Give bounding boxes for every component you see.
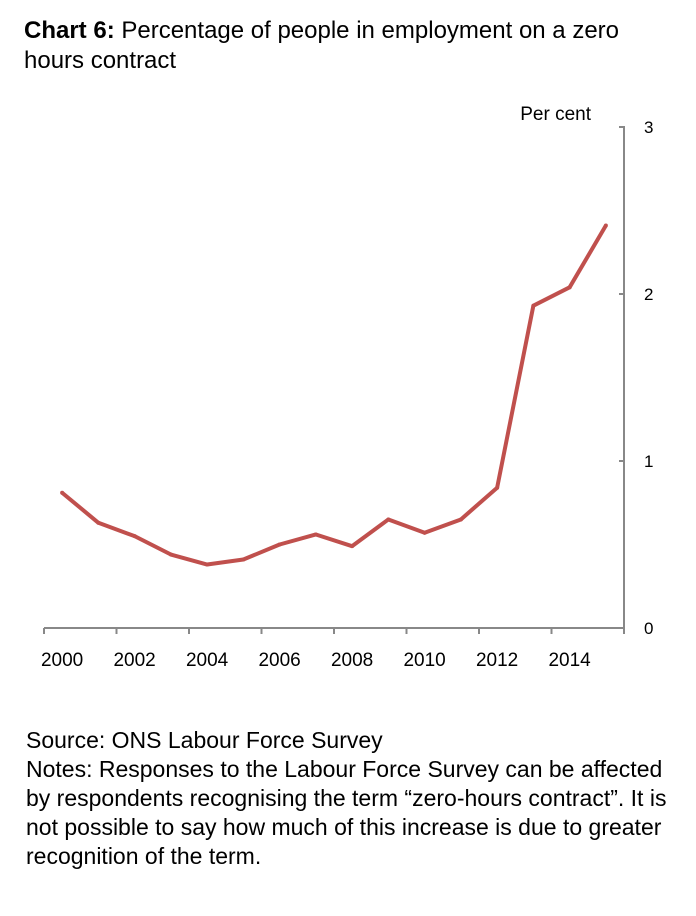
x-tick-label: 2000 bbox=[41, 650, 83, 671]
x-tick-label: 2014 bbox=[548, 650, 591, 671]
source-text: Source: ONS Labour Force Survey bbox=[26, 727, 383, 753]
x-tick-label: 2004 bbox=[186, 650, 229, 671]
y-tick-label: 0 bbox=[644, 619, 653, 638]
data-point bbox=[96, 520, 101, 525]
data-point bbox=[495, 485, 500, 490]
x-tick-label: 2002 bbox=[113, 650, 155, 671]
chart-title-text: Percentage of people in employment on a … bbox=[24, 17, 620, 74]
data-point bbox=[60, 490, 65, 495]
data-point bbox=[603, 223, 608, 228]
chart-number: Chart 6: bbox=[24, 17, 115, 44]
data-point bbox=[531, 303, 536, 308]
data-point bbox=[277, 542, 282, 547]
chart-title: Chart 6: Percentage of people in employm… bbox=[24, 16, 664, 76]
data-point bbox=[567, 285, 572, 290]
chart-notes: Source: ONS Labour Force Survey Notes: R… bbox=[26, 726, 676, 871]
data-point bbox=[350, 544, 355, 549]
data-point bbox=[313, 532, 318, 537]
data-point bbox=[386, 517, 391, 522]
x-tick-label: 2008 bbox=[331, 650, 373, 671]
y-axis-label: Per cent bbox=[520, 104, 591, 125]
x-tick-label: 2010 bbox=[403, 650, 445, 671]
x-tick-label: 2006 bbox=[258, 650, 300, 671]
data-point bbox=[241, 557, 246, 562]
data-point bbox=[422, 530, 427, 535]
x-tick-label: 2012 bbox=[476, 650, 518, 671]
y-tick-label: 2 bbox=[644, 285, 653, 304]
notes-text: Notes: Responses to the Labour Force Sur… bbox=[26, 756, 667, 869]
data-point bbox=[132, 534, 137, 539]
data-point bbox=[168, 552, 173, 557]
y-tick-label: 3 bbox=[644, 118, 653, 137]
y-tick-label: 1 bbox=[644, 452, 653, 471]
line-chart: 2000 2002 2004 2006 2008 2010 2012 2014 0 1 2 3 Per … bbox=[41, 104, 653, 671]
data-point bbox=[458, 517, 463, 522]
series-line bbox=[60, 224, 608, 567]
data-point bbox=[205, 562, 210, 567]
